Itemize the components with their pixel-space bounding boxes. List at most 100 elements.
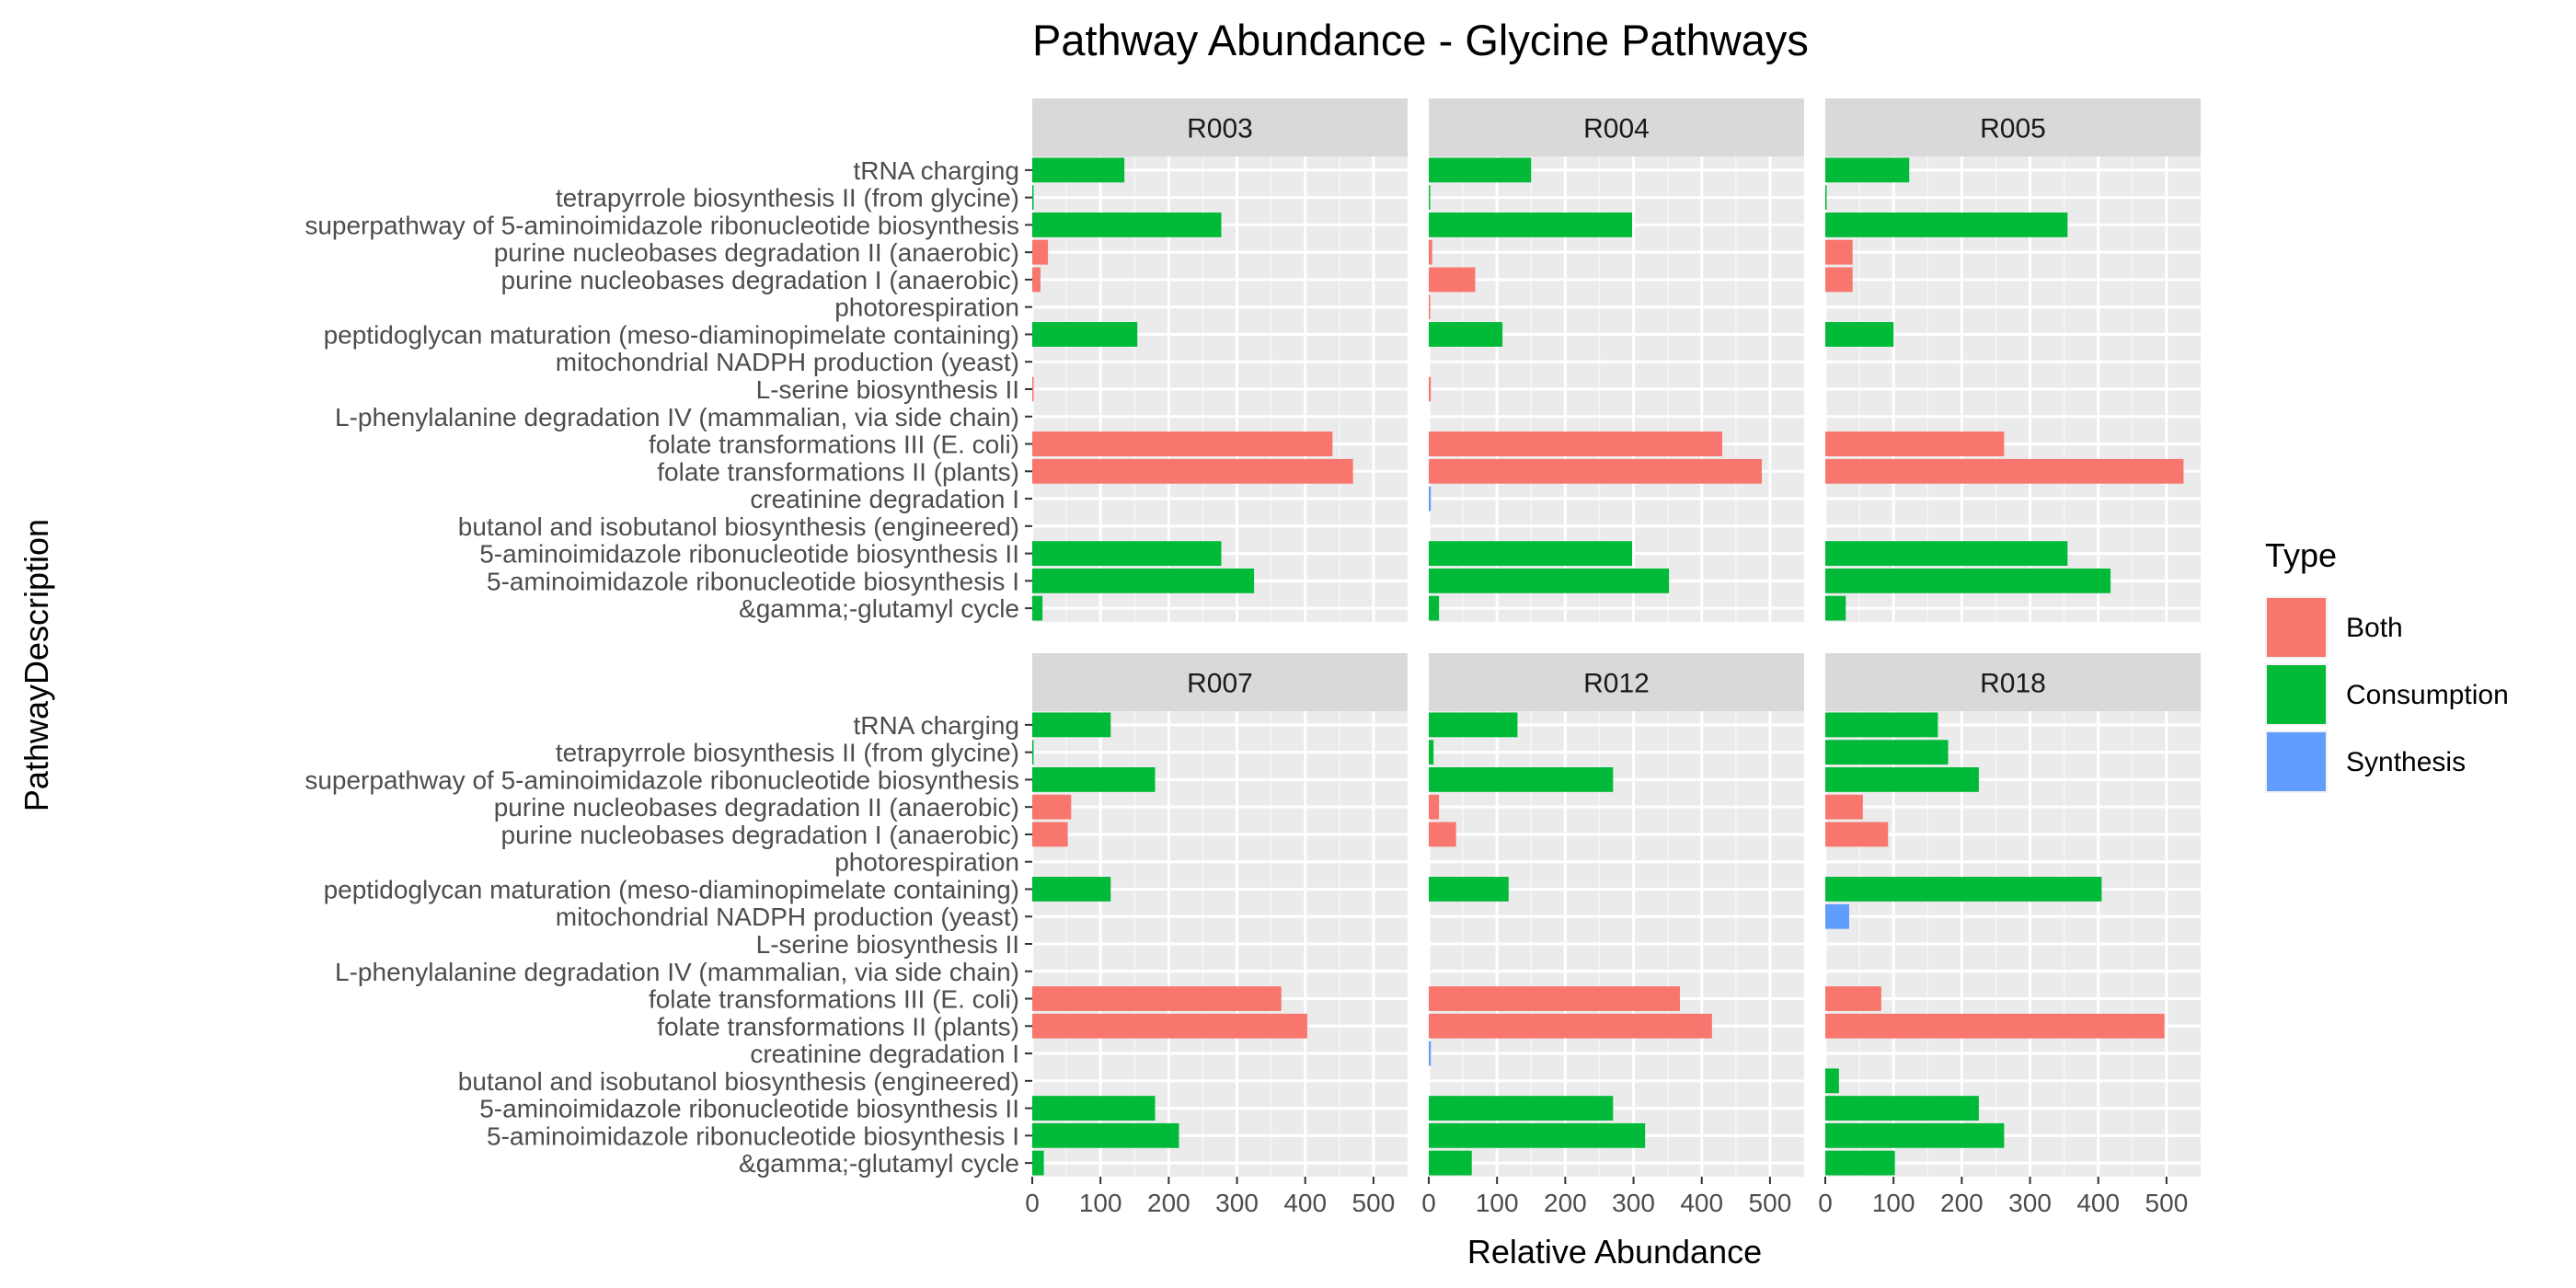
y-tick-label: creatinine degradation I [750,485,1019,513]
bar-r005-2 [1825,213,2068,237]
bar-r005-11 [1825,458,2184,484]
bar-r007-15 [1032,1122,1179,1148]
bar-r007-4 [1032,822,1068,847]
bar-r004-8 [1429,376,1432,402]
facet-panel-r012: R012 [1427,653,1804,1177]
y-tick-label: 5-aminoimidazole ribonucleotide biosynth… [487,567,1019,595]
y-tick-label: purine nucleobases degradation I (anaero… [501,266,1020,294]
bar-r003-14 [1032,541,1222,566]
bar-r012-2 [1429,767,1614,792]
legend-key-consumption [2267,665,2326,724]
bar-r012-11 [1429,1013,1712,1039]
bar-r005-1 [1825,185,1827,211]
y-tick-label: folate transformations III (E. coli) [649,431,1019,459]
bar-r005-0 [1825,157,1910,183]
y-tick-label: 5-aminoimidazole ribonucleotide biosynth… [479,540,1019,569]
x-tick-label: 100 [1079,1189,1122,1217]
y-tick-label: photorespiration [834,848,1019,877]
bar-r004-4 [1429,267,1476,293]
y-tick-label: tetrapyrrole biosynthesis II (from glyci… [556,739,1019,767]
x-tick-label: 500 [1749,1189,1792,1217]
y-tick-label: mitochondrial NADPH production (yeast) [556,903,1019,931]
bar-r018-0 [1825,712,1938,738]
facet-strip [1032,653,1408,711]
facet-panel-r005: R005 [1823,98,2201,622]
bar-r012-16 [1429,1150,1472,1176]
y-tick-label: purine nucleobases degradation II (anaer… [494,793,1019,822]
bar-r004-5 [1429,294,1431,320]
y-tick-label: L-serine biosynthesis II [756,930,1019,959]
bar-r018-4 [1825,822,1889,847]
x-axis-title: Relative Abundance [1467,1233,1762,1271]
bar-r018-2 [1825,767,1979,792]
bar-r018-3 [1825,794,1863,820]
x-tick-label: 100 [1476,1189,1519,1217]
bar-r018-7 [1825,903,1849,929]
y-tick-label: tetrapyrrole biosynthesis II (from glyci… [556,184,1019,213]
bar-r005-16 [1825,595,1846,621]
bar-r004-3 [1429,239,1432,265]
bar-r003-8 [1032,376,1034,402]
bar-r003-3 [1032,239,1049,265]
y-tick-label: tRNA charging [853,711,1019,740]
bar-r003-0 [1032,157,1125,183]
legend-label-consumption: Consumption [2346,680,2509,710]
x-tick-label: 500 [1352,1189,1396,1217]
bar-r004-6 [1429,322,1503,347]
legend-key-both [2267,598,2326,657]
x-tick-label: 100 [1872,1189,1915,1217]
facet-strip [1032,98,1408,156]
y-tick-label: purine nucleobases degradation II (anaer… [494,238,1019,267]
x-tick-label: 0 [1025,1189,1040,1217]
y-tick-label: mitochondrial NADPH production (yeast) [556,348,1019,376]
x-tick-label: 500 [2145,1189,2189,1217]
bar-r003-10 [1032,431,1333,456]
x-tick-label: 300 [2008,1189,2052,1217]
y-tick-label: L-phenylalanine degradation IV (mammalia… [335,403,1019,431]
facet-strip [1429,653,1804,711]
facet-strip-label: R007 [1187,669,1253,699]
bar-r012-12 [1429,1041,1432,1066]
bar-r018-6 [1825,877,2102,902]
facet-strip [1429,98,1804,156]
bar-r004-11 [1429,458,1763,484]
y-tick-label: 5-aminoimidazole ribonucleotide biosynth… [487,1121,1019,1150]
y-tick-label: photorespiration [834,293,1019,322]
bar-r012-4 [1429,822,1456,847]
x-tick-label: 200 [1544,1189,1587,1217]
bar-r007-3 [1032,794,1072,820]
bar-r012-10 [1429,986,1680,1011]
y-tick-label: &gamma;-glutamyl cycle [739,1149,1019,1178]
y-tick-label: folate transformations II (plants) [657,457,1019,486]
facet-strip [1825,98,2201,156]
bar-r004-0 [1429,157,1532,183]
legend-title: Type [2265,536,2337,574]
bar-r012-1 [1429,740,1434,765]
bar-r004-10 [1429,431,1722,456]
facet-strip-label: R005 [1980,114,2046,144]
bar-r007-6 [1032,877,1111,902]
bar-r004-15 [1429,568,1670,593]
y-tick-label: peptidoglycan maturation (meso-diaminopi… [324,320,1019,349]
bar-r004-12 [1429,486,1432,512]
legend: Type Both Consumption Synthesis [2265,536,2509,793]
x-tick-label: 200 [1147,1189,1190,1217]
bar-r018-14 [1825,1096,1979,1121]
y-tick-label: tRNA charging [853,156,1019,185]
bar-r012-6 [1429,877,1509,902]
x-tick-label: 200 [1940,1189,1984,1217]
bar-r012-0 [1429,712,1518,738]
facet-panel-r018: R018 [1823,653,2201,1177]
bar-r003-15 [1032,568,1255,593]
chart-title: Pathway Abundance - Glycine Pathways [1032,16,1809,64]
bar-r003-4 [1032,267,1041,293]
x-tick-label: 0 [1421,1189,1436,1217]
bar-r018-13 [1825,1068,1839,1094]
bar-r005-15 [1825,568,2111,593]
bar-r003-16 [1032,595,1043,621]
bar-r018-11 [1825,1013,2165,1039]
facet-panel-r004: R004 [1427,98,1804,622]
bar-r018-10 [1825,986,1881,1011]
y-tick-label: creatinine degradation I [750,1040,1019,1068]
